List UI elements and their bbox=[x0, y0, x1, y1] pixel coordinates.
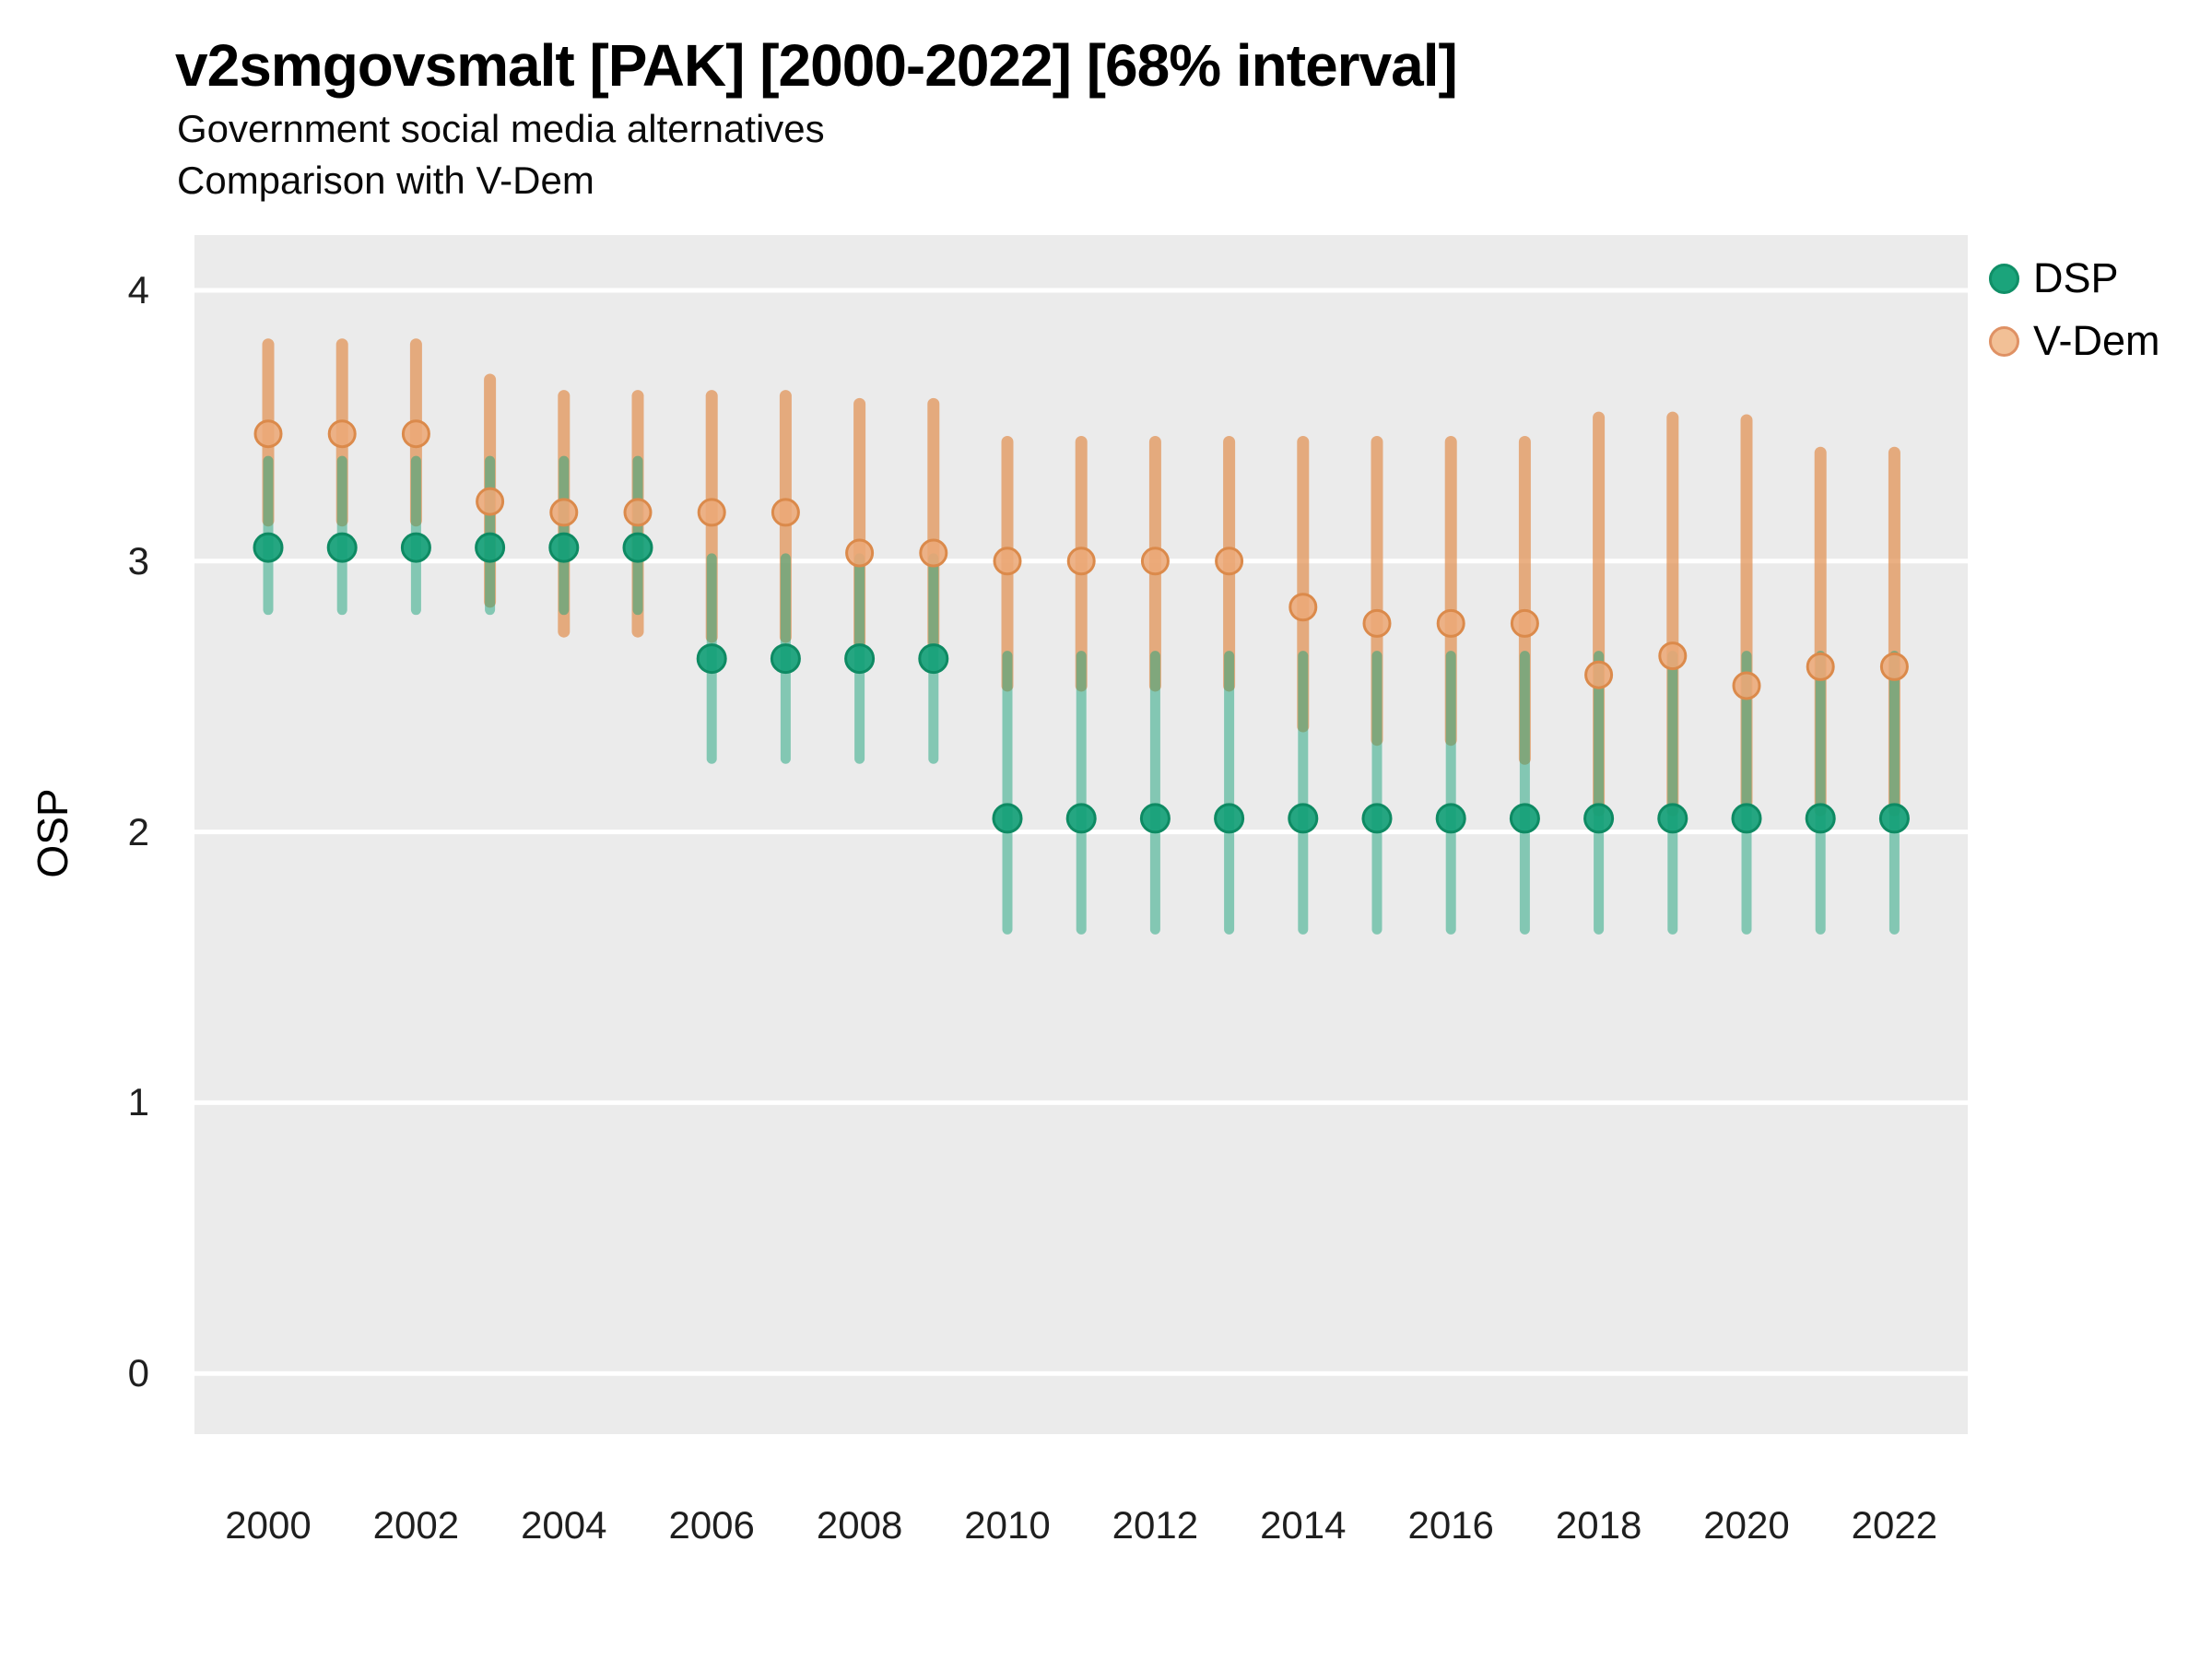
x-tick-label-2016: 2016 bbox=[1407, 1503, 1494, 1547]
x-tick-label-2012: 2012 bbox=[1112, 1503, 1199, 1547]
dsp-point-2008 bbox=[844, 643, 876, 675]
vdem-point-2017 bbox=[1510, 608, 1539, 638]
dsp-point-2019 bbox=[1657, 803, 1688, 834]
x-tick-label-2018: 2018 bbox=[1555, 1503, 1642, 1547]
vdem-point-2005 bbox=[623, 498, 653, 527]
x-tick-label-2010: 2010 bbox=[964, 1503, 1051, 1547]
vdem-point-2020 bbox=[1732, 671, 1761, 700]
x-tick-label-2020: 2020 bbox=[1703, 1503, 1790, 1547]
legend: DSP V-Dem bbox=[1989, 254, 2160, 365]
x-tick-label-2006: 2006 bbox=[668, 1503, 755, 1547]
dsp-point-2006 bbox=[696, 643, 727, 675]
x-tick-label-2008: 2008 bbox=[816, 1503, 903, 1547]
vdem-point-2021 bbox=[1806, 652, 1835, 681]
dsp-point-2013 bbox=[1214, 803, 1245, 834]
dsp-point-2010 bbox=[992, 803, 1023, 834]
vdem-point-2014 bbox=[1288, 593, 1318, 622]
dsp-point-2020 bbox=[1731, 803, 1762, 834]
dsp-point-2007 bbox=[770, 643, 801, 675]
dsp-point-2005 bbox=[622, 532, 653, 563]
dsp-point-2021 bbox=[1805, 803, 1836, 834]
vdem-point-2011 bbox=[1066, 547, 1096, 576]
vdem-point-2015 bbox=[1362, 608, 1392, 638]
dsp-point-2002 bbox=[400, 532, 431, 563]
x-tick-label-2004: 2004 bbox=[521, 1503, 607, 1547]
legend-item-dsp: DSP bbox=[1989, 254, 2160, 302]
y-tick-label-0: 0 bbox=[127, 1351, 149, 1395]
legend-item-vdem: V-Dem bbox=[1989, 317, 2160, 365]
vdem-point-2000 bbox=[253, 419, 283, 449]
x-tick-label-2014: 2014 bbox=[1260, 1503, 1347, 1547]
vdem-point-2013 bbox=[1215, 547, 1244, 576]
vdem-point-2018 bbox=[1584, 660, 1614, 689]
y-tick-label-1: 1 bbox=[127, 1080, 149, 1124]
dsp-point-2017 bbox=[1509, 803, 1540, 834]
x-tick-label-2002: 2002 bbox=[372, 1503, 460, 1547]
legend-label-vdem: V-Dem bbox=[2033, 317, 2160, 364]
dsp-point-2018 bbox=[1583, 803, 1615, 834]
y-tick-label-2: 2 bbox=[127, 809, 149, 853]
x-tick-label-2022: 2022 bbox=[1851, 1503, 1938, 1547]
dsp-point-2000 bbox=[253, 532, 284, 563]
vdem-point-icon bbox=[1989, 325, 2019, 357]
dsp-point-2011 bbox=[1065, 803, 1097, 834]
dsp-point-2022 bbox=[1878, 803, 1910, 834]
vdem-point-2019 bbox=[1658, 641, 1688, 671]
chart-title: v2smgovsmalt [PAK] [2000-2022] [68% inte… bbox=[175, 32, 1458, 99]
vdem-point-2007 bbox=[771, 498, 800, 527]
vdem-point-2003 bbox=[476, 487, 505, 516]
x-tick-label-2000: 2000 bbox=[225, 1503, 312, 1547]
vdem-point-2001 bbox=[327, 419, 357, 449]
chart-subtitle-line2: Comparison with V-Dem bbox=[177, 159, 594, 202]
vdem-point-2012 bbox=[1140, 547, 1170, 576]
dsp-point-2012 bbox=[1139, 803, 1171, 834]
vdem-point-2022 bbox=[1879, 652, 1909, 681]
chart-subtitle-line1: Government social media alternatives bbox=[177, 107, 825, 150]
vdem-point-2016 bbox=[1436, 608, 1465, 638]
vdem-point-2006 bbox=[697, 498, 726, 527]
dsp-point-2003 bbox=[475, 532, 506, 563]
dsp-point-2016 bbox=[1435, 803, 1466, 834]
vdem-point-2009 bbox=[919, 538, 948, 568]
vdem-point-2008 bbox=[845, 538, 875, 568]
legend-label-dsp: DSP bbox=[2033, 254, 2119, 301]
dsp-point-2001 bbox=[326, 532, 358, 563]
dsp-point-icon bbox=[1989, 263, 2019, 294]
y-tick-label-3: 3 bbox=[127, 538, 149, 582]
vdem-point-2010 bbox=[993, 547, 1022, 576]
dsp-point-2014 bbox=[1288, 803, 1319, 834]
dsp-point-2004 bbox=[548, 532, 580, 563]
y-tick-label-4: 4 bbox=[127, 268, 149, 312]
dsp-point-2015 bbox=[1361, 803, 1393, 834]
dsp-point-2009 bbox=[918, 643, 949, 675]
vdem-point-2002 bbox=[401, 419, 430, 449]
vdem-point-2004 bbox=[549, 498, 579, 527]
